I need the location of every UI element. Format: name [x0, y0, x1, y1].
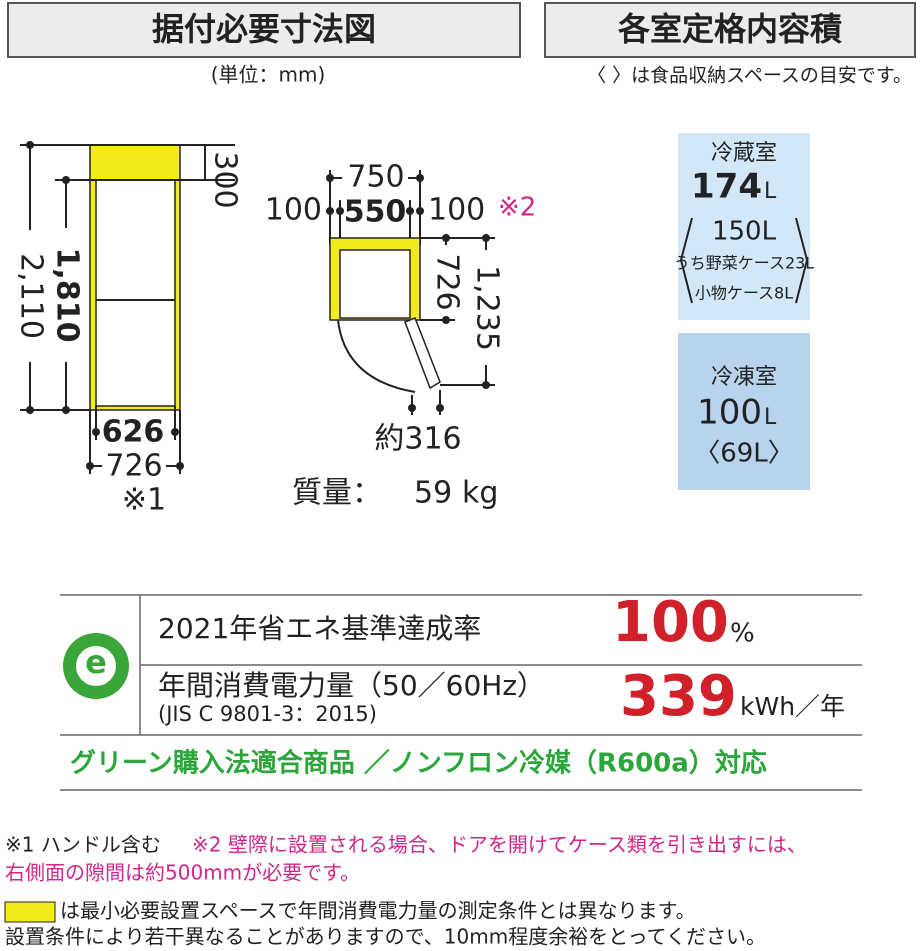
door-swing: 約316 — [374, 422, 461, 457]
dim-dot — [442, 316, 450, 324]
e-logo: e — [85, 643, 107, 681]
refrigerator-total: 174 — [691, 167, 762, 207]
fridge-body — [95, 179, 176, 407]
capacity-title: 各室定格内容積 — [618, 10, 842, 48]
open-door — [404, 317, 441, 390]
achievement: 100 — [612, 590, 729, 655]
refrigerator-unit: L — [764, 179, 777, 204]
note1: ※1 ハンドル含む — [5, 833, 161, 857]
door-arc — [337, 319, 416, 393]
freezer-unit: L — [764, 405, 777, 430]
refrigerator-name: 冷蔵室 — [711, 141, 777, 166]
dim-dot — [62, 176, 70, 184]
fridge-body — [339, 249, 411, 319]
dim-dot — [86, 462, 94, 470]
dim-dot — [326, 207, 334, 215]
weight-unit: kg — [462, 476, 498, 511]
top-body-width: 550 — [344, 195, 407, 230]
dim-dot — [442, 234, 450, 242]
standard-label: 2021年省エネ基準達成率 — [158, 612, 481, 645]
weight-label: 質量： — [292, 476, 382, 511]
width-note: ※1 — [122, 483, 166, 518]
e-mark-inner — [76, 646, 116, 686]
capacity-note: 〈 〉は食品収納スペースの目安です。 — [587, 65, 912, 87]
weight-value: 59 — [414, 476, 452, 511]
dim-dot — [408, 404, 416, 412]
body-height: 1,810 — [50, 248, 85, 343]
freezer-storage: 〈69L〉 — [694, 439, 794, 469]
consumption: 339 — [620, 664, 737, 729]
green-note: グリーン購入法適合商品 ／ノンフロン冷媒（R600a）対応 — [70, 748, 767, 779]
dimensions-title: 据付必要寸法図 — [152, 10, 376, 48]
dim-dot — [416, 174, 424, 182]
achievement-unit: % — [730, 619, 755, 649]
dim-dot — [171, 428, 179, 436]
dim-dot — [26, 406, 34, 414]
bracket — [795, 217, 809, 304]
right-note: ※2 — [498, 193, 536, 223]
total-height: 2,110 — [14, 253, 49, 339]
consumption-unit: kWh／年 — [740, 692, 845, 721]
dim-dot — [436, 404, 444, 412]
refrigerator-box — [678, 133, 810, 320]
top-view: 750 100 550 100 ※2 726 1,235 約316 質量： 59… — [265, 160, 537, 511]
dim-dot — [326, 174, 334, 182]
dim-dot — [336, 207, 344, 215]
header-box — [544, 2, 916, 58]
yellow-note: は最小必要設置スペースで年間消費電力量の測定条件とは異なります。 — [60, 899, 696, 923]
dim-dot — [62, 406, 70, 414]
door-open-depth: 1,235 — [470, 265, 505, 351]
dim-dot — [92, 428, 100, 436]
unit-note: (単位：mm) — [211, 63, 326, 87]
body-width: 626 — [102, 415, 165, 450]
note2: ※2 壁際に設置される場合、ドアを開けてケース類を引き出すには、 — [192, 833, 807, 857]
top-total-width: 750 — [347, 160, 404, 195]
small-case: 小物ケース8L — [695, 284, 793, 303]
freezer-name: 冷凍室 — [711, 365, 777, 390]
note2-cont: 右側面の隙間は約500mmが必要です。 — [5, 861, 360, 885]
freezer-total: 100 — [697, 393, 762, 433]
header-box — [7, 2, 521, 58]
depth: 726 — [430, 253, 465, 310]
consumption-standard: (JIS C 9801-3：2015) — [158, 702, 377, 726]
dim-dot — [482, 234, 490, 242]
dim-dot — [26, 141, 34, 149]
front-view: 2,110 1,810 300 626 726 ※1 — [14, 141, 243, 518]
bracket — [679, 217, 693, 304]
yellow-swatch — [4, 901, 56, 923]
vegetable-case: うち野菜ケース23L — [674, 254, 815, 273]
right-clearance: 100 — [428, 193, 485, 228]
dim-dot — [416, 207, 424, 215]
dim-dot — [482, 381, 490, 389]
dim-dot — [176, 462, 184, 470]
total-width: 726 — [105, 449, 162, 484]
freezer-box — [678, 333, 810, 490]
dim-dot — [406, 207, 414, 215]
refrigerator-storage: 150L — [712, 217, 777, 247]
top-clearance: 300 — [208, 151, 243, 208]
consumption-label: 年間消費電力量（50／60Hz） — [158, 669, 545, 702]
left-clearance: 100 — [265, 193, 322, 228]
install-note: 設置条件により若干異なることがありますので、10mm程度余裕をとってください。 — [5, 925, 766, 949]
